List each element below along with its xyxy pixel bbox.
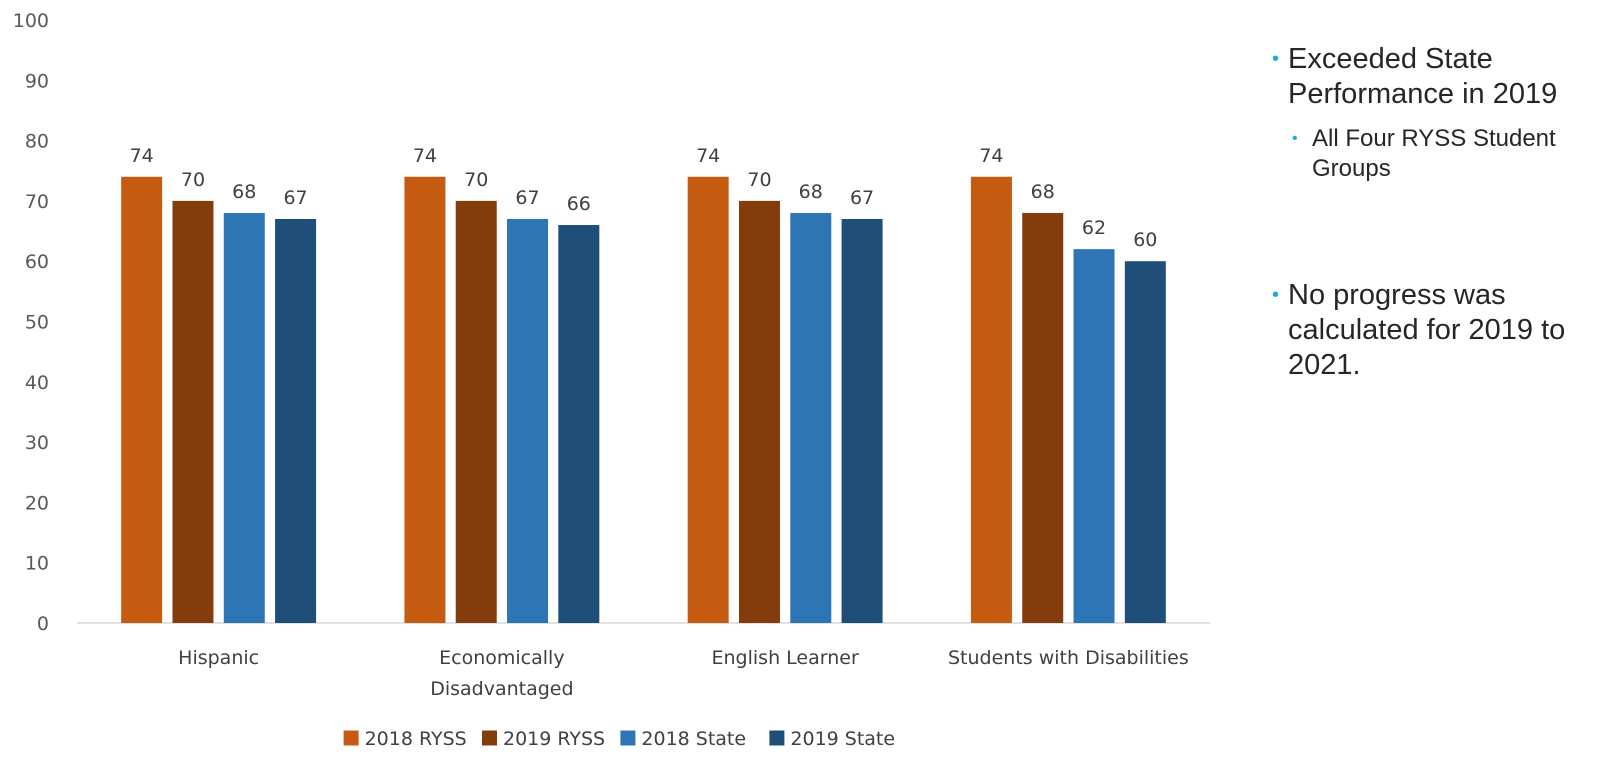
bullet-item: • Exceeded State Performance in 2019 xyxy=(1270,42,1600,112)
y-tick-label: 60 xyxy=(25,251,49,273)
legend-item: 2019 RYSS xyxy=(482,728,605,750)
data-label: 66 xyxy=(567,193,591,215)
y-tick-label: 100 xyxy=(13,10,49,32)
y-tick-label: 30 xyxy=(25,432,49,454)
data-label: 67 xyxy=(850,187,874,209)
bar xyxy=(1124,261,1166,623)
bar xyxy=(738,200,780,623)
data-label: 74 xyxy=(696,145,720,167)
y-tick-label: 70 xyxy=(25,191,49,213)
bar xyxy=(558,225,600,623)
legend-swatch xyxy=(482,730,497,746)
bar xyxy=(121,176,163,623)
y-tick-label: 0 xyxy=(37,613,49,635)
bar xyxy=(507,218,549,624)
data-label: 74 xyxy=(130,145,154,167)
category-label: Students with Disabilities xyxy=(948,647,1189,669)
data-label: 70 xyxy=(181,169,205,191)
bar xyxy=(687,176,729,623)
legend-swatch xyxy=(343,730,359,746)
legend-label: 2018 State xyxy=(641,728,746,750)
data-labels: 74 70 68 67 74 70 67 66 74 70 68 67 74 68 62 60 xyxy=(130,145,1158,251)
legend-swatch xyxy=(769,730,785,746)
legend-item: 2018 State xyxy=(620,728,746,750)
data-label: 67 xyxy=(283,187,307,209)
y-tick-label: 50 xyxy=(25,312,49,334)
y-tick-label: 80 xyxy=(25,131,49,153)
bullet-icon: • xyxy=(1272,284,1280,306)
sub-bullet-item: • All Four RYSS Student Groups xyxy=(1270,124,1600,184)
y-tick-label: 90 xyxy=(25,70,49,92)
y-axis: 0 10 20 30 40 50 60 70 80 90 100 xyxy=(13,10,49,635)
bullet-icon: • xyxy=(1292,130,1298,147)
legend-item: 2019 State xyxy=(769,728,895,750)
y-tick-label: 10 xyxy=(25,553,49,575)
notes-panel: • Exceeded State Performance in 2019 • A… xyxy=(1270,42,1600,383)
bar xyxy=(970,176,1012,623)
data-label: 74 xyxy=(413,145,437,167)
data-label: 68 xyxy=(232,181,256,203)
bar xyxy=(404,176,446,623)
data-label: 67 xyxy=(515,187,539,209)
x-axis: Hispanic Economically Disadvantaged English… xyxy=(178,647,1189,700)
data-label: 70 xyxy=(464,169,488,191)
legend-swatch xyxy=(620,730,636,746)
data-label: 70 xyxy=(747,169,771,191)
sub-bullet-text: All Four RYSS Student Groups xyxy=(1312,125,1556,182)
y-tick-label: 40 xyxy=(25,372,49,394)
category-label: Hispanic xyxy=(178,647,259,669)
legend-item: 2018 RYSS xyxy=(343,728,467,750)
y-tick-label: 20 xyxy=(25,492,49,514)
data-label: 60 xyxy=(1133,229,1157,251)
bar xyxy=(172,200,214,623)
data-label: 68 xyxy=(1031,181,1055,203)
data-label: 62 xyxy=(1082,217,1106,239)
bars xyxy=(121,176,1166,624)
legend-label: 2019 RYSS xyxy=(503,728,605,750)
category-label: Economically Disadvantaged xyxy=(430,647,573,700)
bullet-icon: • xyxy=(1272,48,1280,70)
bar xyxy=(1073,249,1115,623)
legend: 2018 RYSS 2019 RYSS 2018 State 2019 State xyxy=(343,728,895,750)
bar xyxy=(455,200,497,623)
bullet-item: • No progress was calculated for 2019 to… xyxy=(1270,278,1600,383)
bar xyxy=(223,212,265,623)
data-label: 74 xyxy=(979,145,1003,167)
category-label: English Learner xyxy=(712,647,859,669)
legend-label: 2018 RYSS xyxy=(365,728,467,750)
bar xyxy=(275,218,317,624)
legend-label: 2019 State xyxy=(790,728,895,750)
data-label: 68 xyxy=(799,181,823,203)
bar xyxy=(790,212,832,623)
bar xyxy=(1022,212,1064,623)
bullet-text: Exceeded State Performance in 2019 xyxy=(1288,43,1558,110)
bar xyxy=(841,218,883,624)
bullet-text: No progress was calculated for 2019 to 2… xyxy=(1288,279,1566,381)
